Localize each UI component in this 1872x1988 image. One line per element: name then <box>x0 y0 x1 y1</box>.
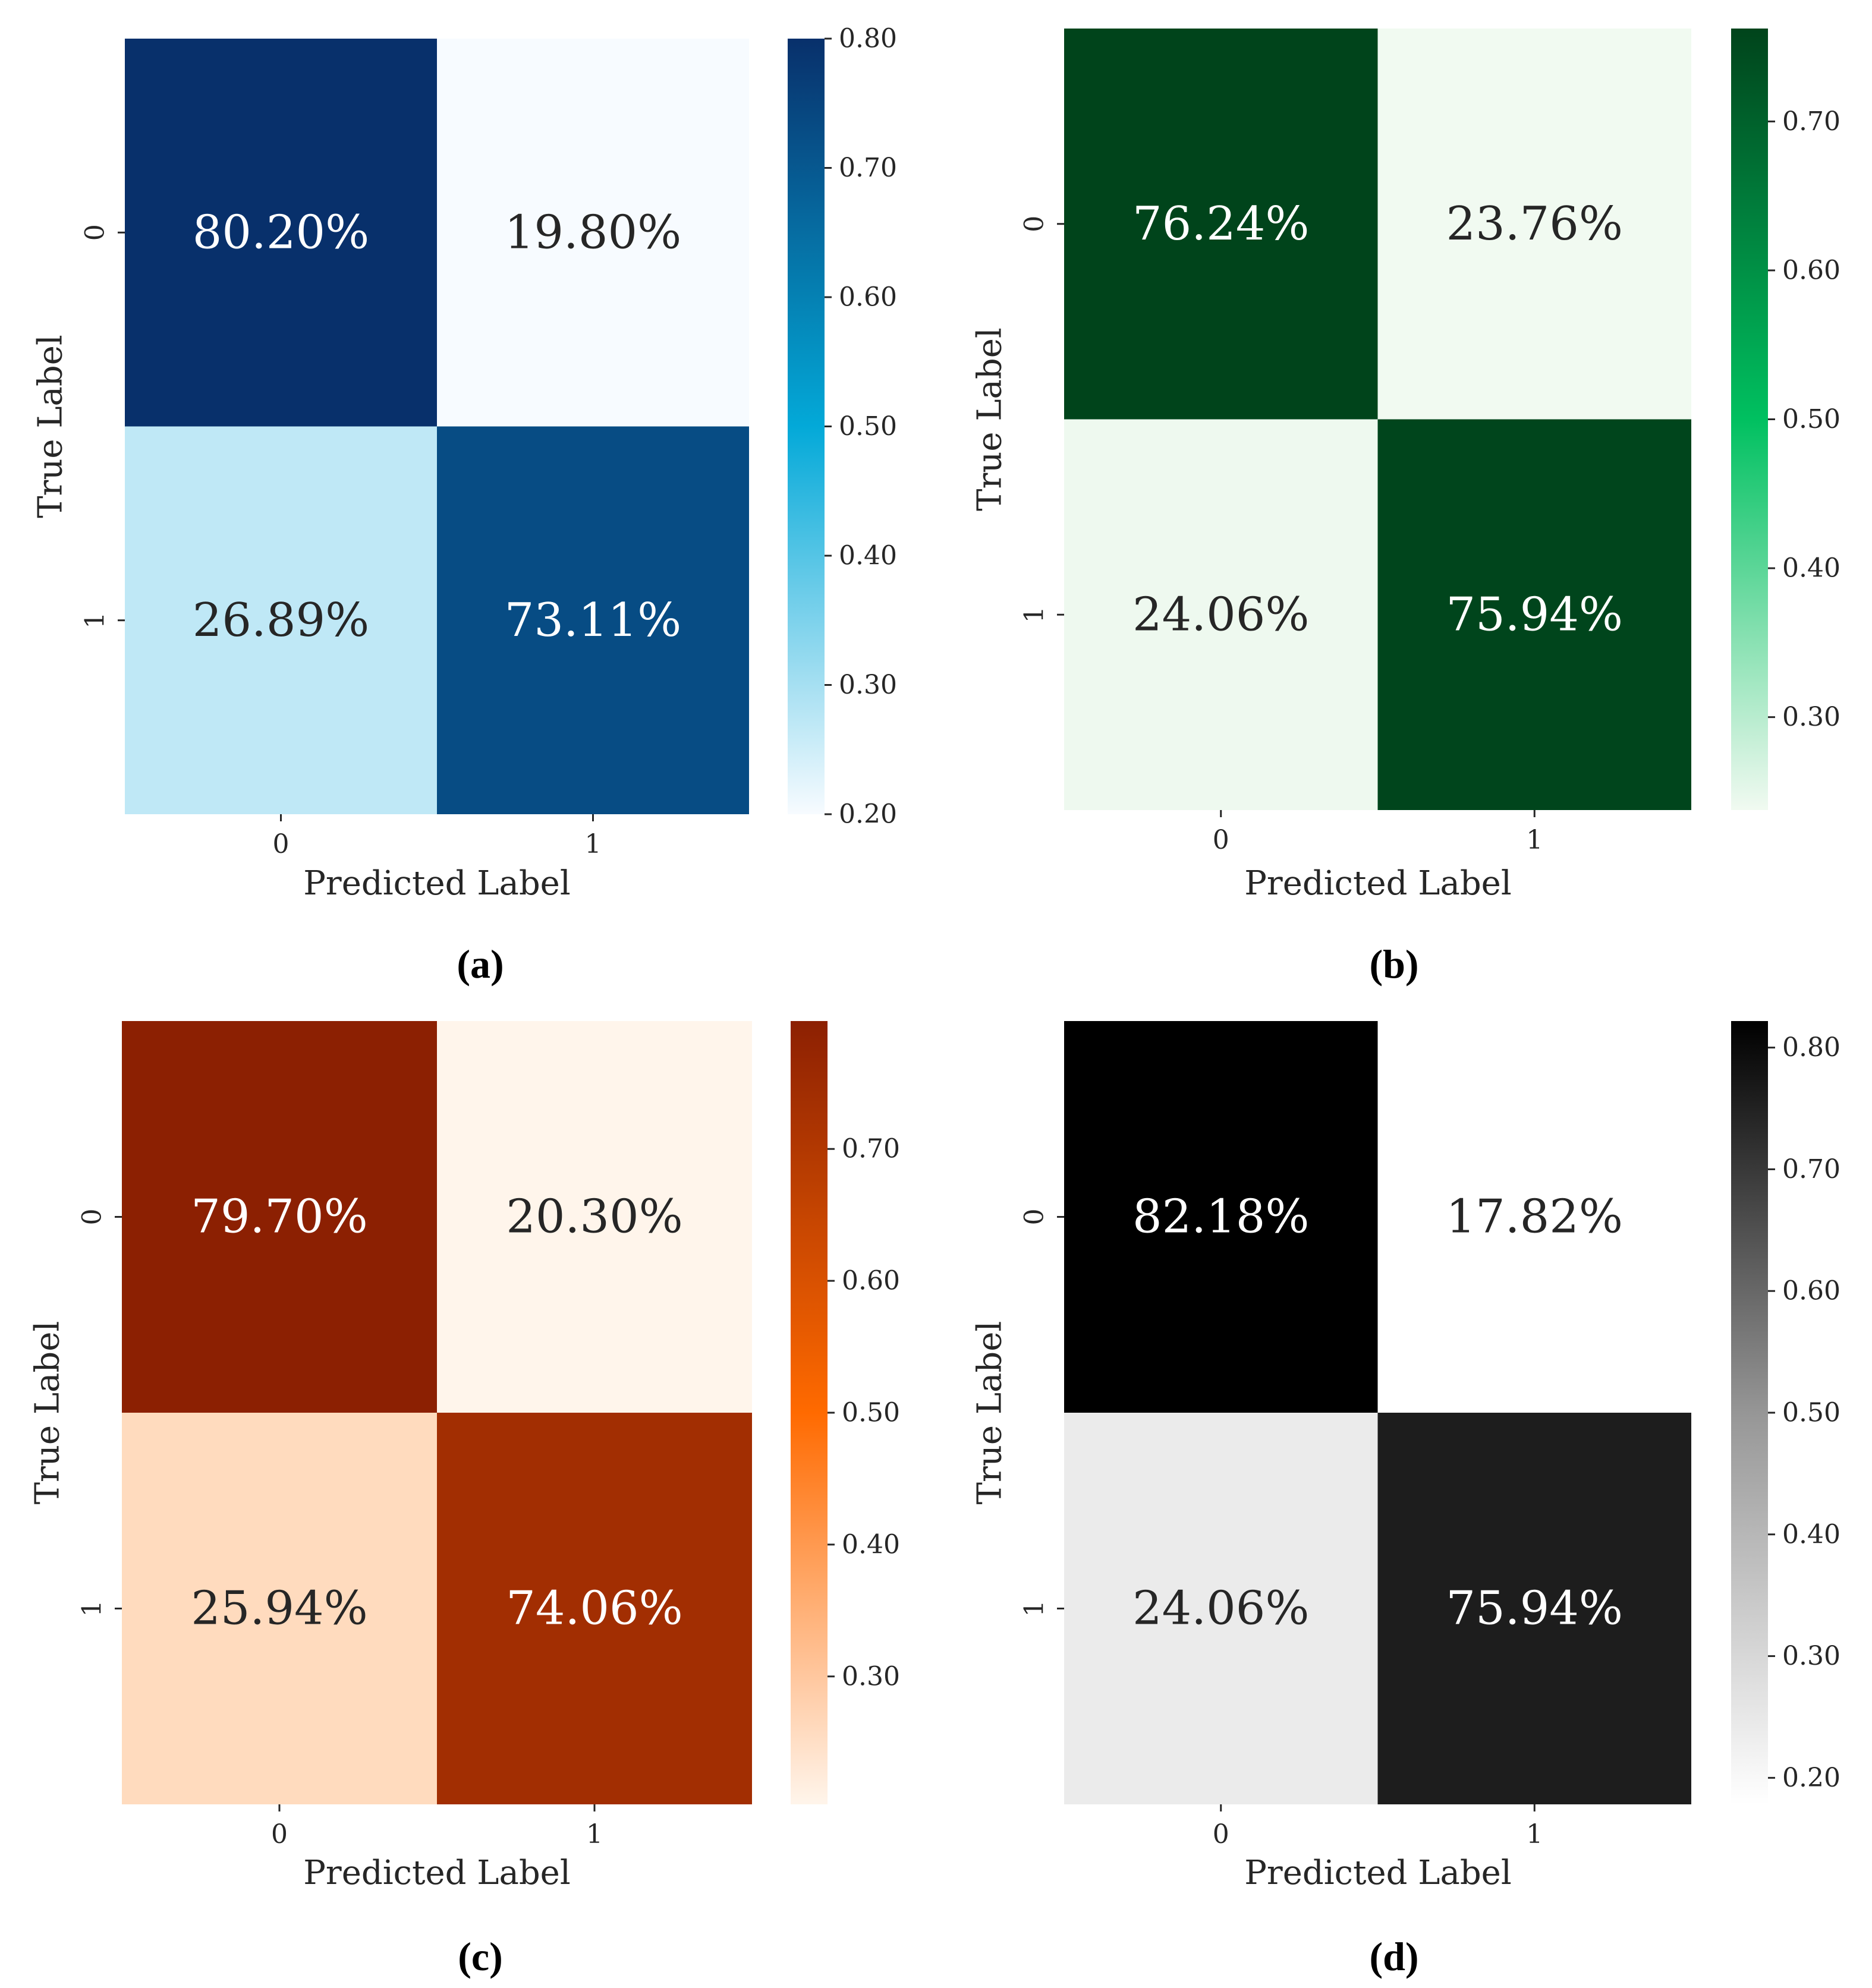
colorbar-tick-label: 0.60 <box>1782 255 1840 285</box>
cell-annotation: 76.24% <box>1132 197 1309 251</box>
y-tick-label: 0 <box>1020 1209 1050 1225</box>
cell-annotation: 26.89% <box>193 594 369 647</box>
heatmap-cell-r1-c0 <box>122 1413 437 1804</box>
colorbar-tick-label: 0.30 <box>842 1661 900 1691</box>
colorbar-tick-label: 0.70 <box>1782 106 1840 137</box>
heatmap-cell-r0-c1 <box>1377 29 1691 420</box>
colorbar-tick-label: 0.80 <box>1782 1032 1840 1063</box>
y-tick-label: 0 <box>1020 216 1050 232</box>
colorbar-tick-label: 0.60 <box>839 282 897 313</box>
y-tick-label: 1 <box>77 1601 108 1617</box>
heatmap-cell-r0-c0 <box>122 1021 437 1413</box>
cell-annotation: 75.94% <box>1446 588 1623 641</box>
x-axis-label: Predicted Label <box>1244 1854 1511 1892</box>
colorbar-tick-label: 0.40 <box>1782 553 1840 584</box>
colorbar-tick-label: 0.60 <box>842 1266 900 1296</box>
colorbar-tick-label: 0.50 <box>1782 404 1840 434</box>
x-tick-label: 1 <box>1526 825 1543 855</box>
colorbar-tick-label: 0.30 <box>839 670 897 700</box>
y-tick-label: 0 <box>80 224 111 241</box>
colorbar-tick-label: 0.50 <box>1782 1398 1840 1428</box>
cell-annotation: 25.94% <box>191 1582 367 1636</box>
panel-a: 80.20% 19.80% 26.89% 73.11% 0 1 0 1 Predicted La… <box>32 24 897 987</box>
x-tick-label: 0 <box>1213 825 1229 855</box>
x-axis-label: Predicted Label <box>1244 864 1511 903</box>
cell-annotation: 75.94% <box>1446 1582 1623 1636</box>
panel-caption: (d) <box>1369 1934 1418 1979</box>
colorbar-tick-label: 0.40 <box>842 1529 900 1559</box>
x-axis-label: Predicted Label <box>303 1854 570 1892</box>
colorbar-tick-label: 0.20 <box>839 799 897 830</box>
colorbar-tick-label: 0.70 <box>1782 1154 1840 1184</box>
y-tick-label: 1 <box>1020 606 1050 623</box>
colorbar-tick-label: 0.80 <box>839 24 897 54</box>
panel-c: 79.70% 20.30% 25.94% 74.06% 0 1 0 1 Predicted La… <box>29 1021 900 1979</box>
heatmap-cell-r0-c1 <box>437 1021 752 1413</box>
y-axis-label: True Label <box>971 327 1009 511</box>
x-tick-label: 1 <box>585 829 602 859</box>
colorbar-tick-label: 0.20 <box>1782 1763 1840 1793</box>
heatmap-cell-r0-c0 <box>1064 1021 1378 1413</box>
cell-annotation: 17.82% <box>1446 1190 1623 1244</box>
colorbar-tick-label: 0.40 <box>1782 1519 1840 1549</box>
panel-caption: (c) <box>458 1934 502 1979</box>
colorbar <box>788 39 825 814</box>
x-tick-label: 0 <box>271 1819 288 1850</box>
panel-caption: (b) <box>1369 941 1418 987</box>
y-axis-label: True Label <box>32 335 70 518</box>
colorbar <box>1731 1021 1768 1804</box>
colorbar <box>1731 29 1768 810</box>
colorbar-tick-label: 0.30 <box>1782 702 1840 732</box>
cell-annotation: 24.06% <box>1132 1582 1309 1636</box>
colorbar-tick-label: 0.60 <box>1782 1276 1840 1306</box>
heatmap-cell-r1-c0 <box>1064 1413 1378 1804</box>
panel-d: 82.18% 17.82% 24.06% 75.94% 0 1 0 1 Predicted La… <box>971 1021 1840 1979</box>
y-tick-label: 1 <box>1020 1601 1050 1617</box>
x-tick-label: 0 <box>273 829 290 859</box>
heatmap-cell-r0-c1 <box>437 39 749 427</box>
cell-annotation: 79.70% <box>191 1190 367 1244</box>
heatmap-cell-r1-c0 <box>125 426 437 814</box>
panel-b: 76.24% 23.76% 24.06% 75.94% 0 1 0 1 Predicted La… <box>971 29 1840 987</box>
colorbar <box>791 1021 828 1804</box>
colorbar-tick-label: 0.30 <box>1782 1641 1840 1671</box>
x-tick-label: 1 <box>1526 1819 1543 1850</box>
cell-annotation: 82.18% <box>1132 1190 1309 1244</box>
heatmap-cell-r1-c0 <box>1064 419 1378 810</box>
heatmap-cell-r1-c1 <box>1377 1413 1691 1804</box>
cell-annotation: 24.06% <box>1132 588 1309 641</box>
heatmap-cell-r1-c1 <box>1377 419 1691 810</box>
x-axis-label: Predicted Label <box>303 864 570 903</box>
heatmap-cell-r1-c1 <box>437 1413 752 1804</box>
colorbar-tick-label: 0.40 <box>839 541 897 571</box>
colorbar-tick-label: 0.70 <box>842 1134 900 1164</box>
heatmap-cell-r0-c0 <box>125 39 437 427</box>
colorbar-tick-label: 0.50 <box>839 411 897 442</box>
cell-annotation: 23.76% <box>1446 197 1623 251</box>
x-tick-label: 1 <box>586 1819 603 1850</box>
cell-annotation: 19.80% <box>505 206 681 259</box>
heatmap-cell-r0-c1 <box>1377 1021 1691 1413</box>
y-axis-label: True Label <box>29 1321 67 1505</box>
heatmap-cell-r0-c0 <box>1064 29 1378 420</box>
colorbar-tick-label: 0.50 <box>842 1398 900 1428</box>
cell-annotation: 80.20% <box>193 206 369 259</box>
y-tick-label: 1 <box>80 612 111 629</box>
y-axis-label: True Label <box>971 1321 1009 1505</box>
cell-annotation: 20.30% <box>506 1190 682 1244</box>
cell-annotation: 73.11% <box>505 594 681 647</box>
cell-annotation: 74.06% <box>506 1582 682 1636</box>
colorbar-tick-label: 0.70 <box>839 153 897 183</box>
heatmap-cell-r1-c1 <box>437 426 749 814</box>
panel-caption: (a) <box>457 941 504 987</box>
y-tick-label: 0 <box>77 1209 108 1225</box>
x-tick-label: 0 <box>1213 1819 1229 1850</box>
